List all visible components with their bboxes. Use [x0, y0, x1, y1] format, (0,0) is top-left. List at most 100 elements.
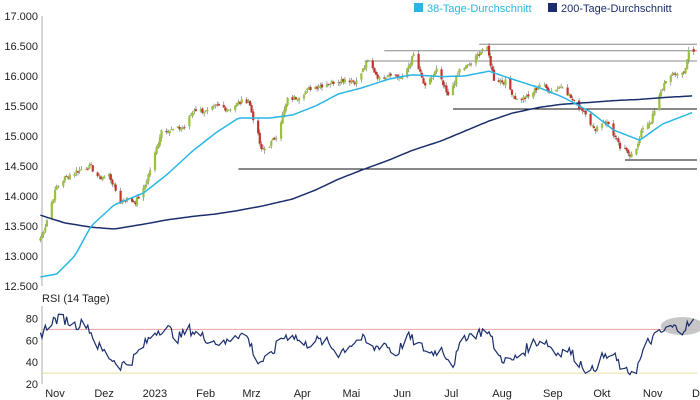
legend-swatch-200-tage: [548, 3, 557, 12]
candle: [559, 83, 563, 89]
candle: [294, 96, 297, 100]
candle: [466, 64, 469, 68]
candle: [669, 75, 672, 86]
candle: [672, 72, 676, 76]
candle: [194, 105, 198, 112]
candle: [555, 89, 558, 92]
candle: [296, 98, 299, 102]
candle: [103, 175, 106, 179]
candle: [525, 93, 528, 98]
rsi-y-tick-label: 20: [26, 379, 38, 391]
candle: [442, 79, 445, 89]
candle: [614, 133, 617, 140]
candle: [55, 184, 58, 190]
candle: [45, 218, 49, 227]
candle: [237, 99, 240, 106]
candle: [260, 140, 263, 152]
candle: [132, 199, 135, 203]
candle: [522, 94, 525, 103]
candle: [641, 125, 645, 133]
candle: [628, 151, 631, 159]
legend-label-200-tage: 200-Tage-Durchschnitt: [561, 3, 672, 15]
support-resistance-lines: [238, 43, 697, 170]
x-tick-label: Jul: [444, 388, 458, 400]
candle: [428, 76, 432, 85]
candle: [212, 103, 216, 109]
x-tick-label: Feb: [196, 388, 215, 400]
candle: [674, 71, 677, 78]
candle: [424, 81, 427, 89]
candle: [650, 121, 653, 125]
candle: [304, 90, 307, 95]
candle: [465, 65, 468, 70]
x-tick-label: Okt: [593, 388, 610, 400]
candle: [468, 62, 471, 67]
candle: [497, 77, 500, 83]
candle: [75, 166, 78, 177]
candle: [63, 175, 67, 183]
candle: [263, 146, 266, 154]
candle: [447, 88, 450, 97]
candle: [340, 76, 343, 85]
candle: [247, 98, 250, 104]
price-y-tick-label: 16.000: [4, 71, 38, 83]
candle: [109, 172, 112, 184]
legend: 38-Tage-Durchschnitt 200-Tage-Durchschni…: [414, 3, 672, 15]
candle: [378, 76, 381, 81]
candle: [273, 137, 276, 140]
candle: [189, 112, 193, 117]
candle: [648, 120, 651, 129]
candles: [39, 42, 695, 243]
candle: [591, 124, 594, 127]
candle: [101, 176, 104, 182]
candle: [297, 97, 301, 105]
candle: [561, 86, 564, 89]
candle: [481, 48, 484, 54]
x-tick-label: Dez: [94, 388, 114, 400]
rsi-highlight-ellipse: [660, 317, 700, 336]
candle: [355, 77, 358, 87]
candle: [111, 178, 114, 188]
candle: [445, 82, 448, 96]
candle: [373, 66, 376, 73]
candle: [85, 166, 88, 171]
candle: [165, 128, 168, 135]
candle: [360, 73, 363, 83]
candle: [248, 100, 252, 106]
candle: [39, 236, 42, 243]
candle: [469, 62, 473, 67]
candle: [40, 232, 44, 239]
candle: [50, 200, 53, 221]
candle: [578, 97, 581, 112]
candle: [234, 105, 237, 113]
x-tick-label: Jun: [393, 388, 411, 400]
rsi-y-tick-labels: 80 60 40 20: [26, 313, 38, 391]
candle: [78, 166, 81, 174]
candle: [224, 105, 227, 113]
candle: [407, 62, 410, 73]
candle: [317, 84, 320, 91]
candle: [663, 79, 666, 92]
candle: [451, 82, 455, 96]
candle: [108, 172, 111, 180]
candle: [659, 89, 663, 98]
candle: [676, 72, 679, 79]
rsi-y-tick-label: 60: [26, 335, 38, 347]
rsi-line: [39, 313, 695, 376]
candle: [73, 172, 76, 178]
candle: [134, 200, 137, 207]
candle: [314, 86, 317, 90]
candle: [193, 108, 196, 115]
candle: [682, 71, 685, 75]
candle: [306, 88, 309, 94]
candle: [144, 184, 147, 190]
candle: [239, 101, 242, 106]
candle: [479, 51, 482, 55]
candle: [338, 81, 342, 87]
candle: [180, 127, 183, 132]
legend-swatch-38-tage: [414, 3, 423, 12]
candle: [316, 85, 319, 92]
candle: [147, 173, 150, 185]
candle: [556, 85, 559, 92]
